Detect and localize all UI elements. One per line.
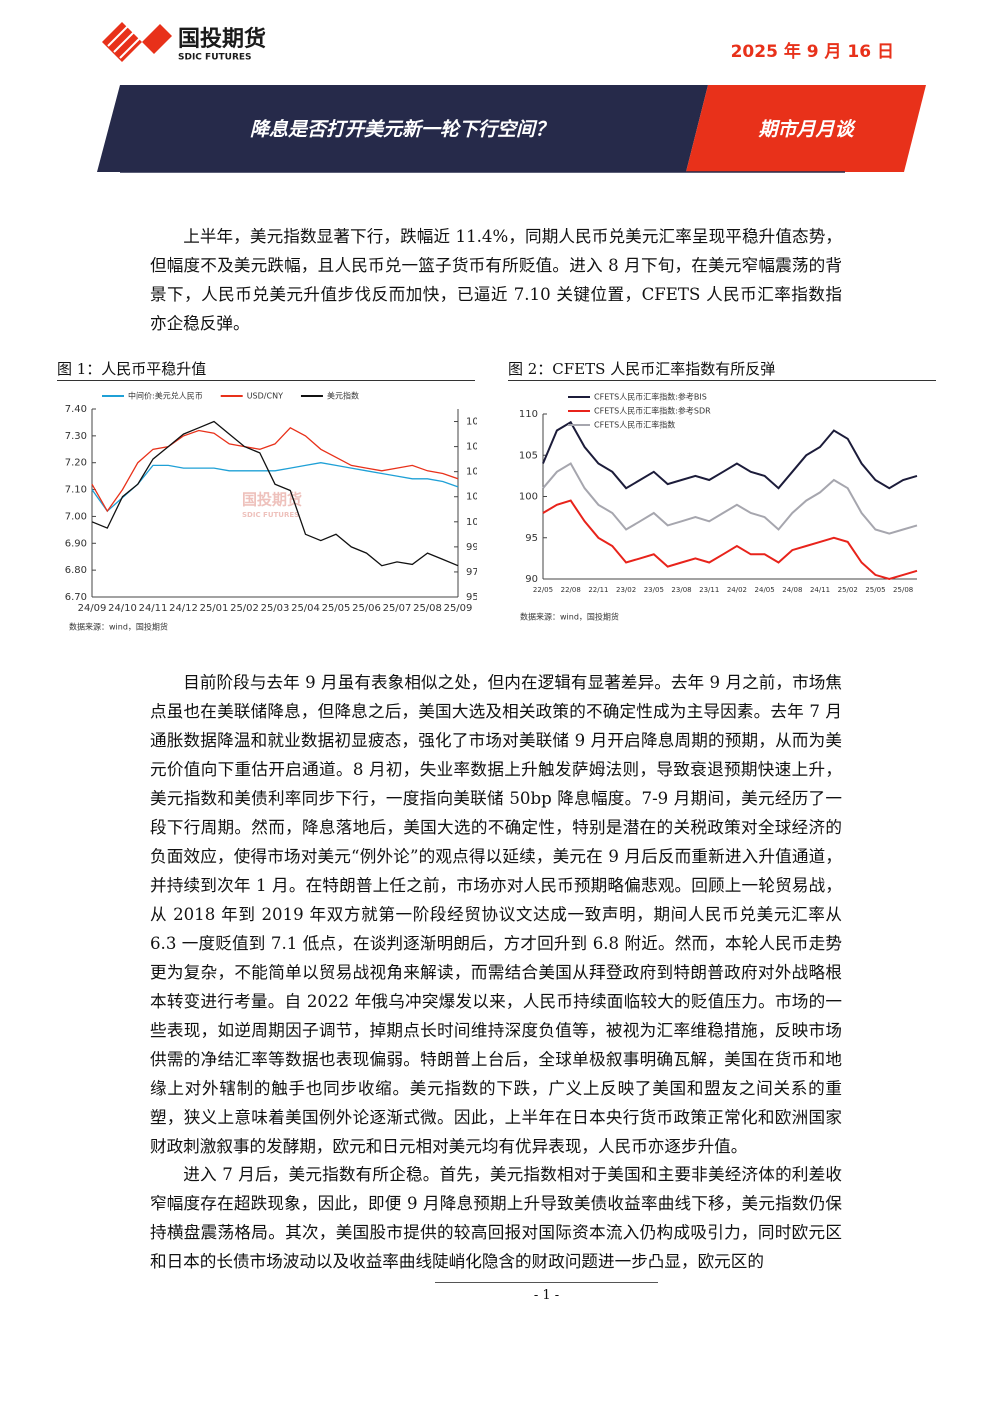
x-tick-label: 25/07 xyxy=(383,603,412,614)
x-tick-label: 22/08 xyxy=(561,586,581,594)
x-tick-label: 23/02 xyxy=(616,586,636,594)
x-tick-label: 25/06 xyxy=(352,603,381,614)
report-date: 2025 年 9 月 16 日 xyxy=(731,41,894,62)
x-tick-label: 25/02 xyxy=(230,603,259,614)
y2-tick-label: 105 xyxy=(466,467,477,478)
column-name: 期市月月谈 xyxy=(757,119,856,141)
legend-label: USD/CNY xyxy=(247,392,283,401)
x-tick-label: 22/05 xyxy=(533,586,553,594)
y2-tick-label: 101 xyxy=(466,517,477,528)
x-tick-label: 24/11 xyxy=(139,603,168,614)
x-tick-label: 25/05 xyxy=(865,586,885,594)
x-tick-label: 25/04 xyxy=(291,603,320,614)
source-note: 数据来源：wind，国投期货 xyxy=(69,622,168,632)
title-banner xyxy=(97,85,708,172)
legend-label: 美元指数 xyxy=(327,391,359,401)
legend-label: 中间价:美元兑人民币 xyxy=(128,391,203,401)
y-tick-label: 6.80 xyxy=(65,565,87,576)
line-series xyxy=(542,462,918,535)
y-tick-label: 7.40 xyxy=(65,404,87,415)
page-number: - 1 - xyxy=(533,1288,560,1303)
paragraph: 进入 7 月后，美元指数有所企稳。首先，美元指数相对于美国和主要非美经济体的利差… xyxy=(150,1165,842,1271)
y-tick-label: 7.20 xyxy=(65,458,87,469)
x-tick-label: 25/01 xyxy=(200,603,229,614)
x-tick-label: 24/11 xyxy=(810,586,830,594)
y-tick-label: 90 xyxy=(525,574,538,585)
y2-tick-label: 95 xyxy=(466,592,477,603)
y2-tick-label: 109 xyxy=(466,417,477,428)
x-tick-label: 23/11 xyxy=(699,586,719,594)
chart: 6.70 6.80 6.90 7.00 7.10 7.20 7.30 7.40 95 97 99 10… xyxy=(65,391,477,632)
y2-tick-label: 103 xyxy=(466,492,477,503)
y-tick-label: 7.30 xyxy=(65,431,87,442)
y2-tick-label: 99 xyxy=(466,542,477,553)
line-series xyxy=(542,420,918,490)
source-note: 数据来源：wind，国投期货 xyxy=(520,612,619,622)
header: 国投期货 SDIC FUTURES 2025 年 9 月 16 日 降息是否打开… xyxy=(97,22,926,173)
y-tick-label: 100 xyxy=(519,492,538,503)
x-tick-label: 24/08 xyxy=(782,586,802,594)
watermark: SDIC FUTURES xyxy=(242,511,299,519)
line-series xyxy=(91,426,459,513)
x-tick-label: 22/11 xyxy=(588,586,608,594)
paragraph: 目前阶段与去年 9 月虽有表象相似之处，但内在逻辑有显著差异。去年 9 月之前，… xyxy=(150,673,842,1156)
x-tick-label: 24/10 xyxy=(108,603,137,614)
footer-rule xyxy=(435,1282,658,1283)
line-series xyxy=(91,420,459,567)
y-tick-label: 105 xyxy=(519,450,538,461)
logo-mark xyxy=(102,22,172,62)
y-tick-label: 7.10 xyxy=(65,485,87,496)
x-tick-label: 25/02 xyxy=(838,586,858,594)
x-tick-label: 25/08 xyxy=(413,603,442,614)
x-tick-label: 25/03 xyxy=(261,603,290,614)
line-series xyxy=(91,462,459,513)
x-tick-label: 24/05 xyxy=(755,586,775,594)
y-tick-label: 7.00 xyxy=(65,511,87,522)
x-tick-label: 25/08 xyxy=(893,586,913,594)
y-tick-label: 110 xyxy=(519,409,538,420)
logo-text: 国投期货 xyxy=(178,26,266,52)
caption-rule xyxy=(57,380,475,381)
report-title: 降息是否打开美元新一轮下行空间？ xyxy=(250,119,554,141)
y-tick-label: 95 xyxy=(525,533,538,544)
y-tick-label: 6.70 xyxy=(65,592,87,603)
x-tick-label: 24/02 xyxy=(727,586,747,594)
line-series xyxy=(542,499,918,581)
logo-text-en: SDIC FUTURES xyxy=(178,53,252,63)
legend-label: CFETS人民币汇率指数 xyxy=(594,420,675,430)
x-tick-label: 25/05 xyxy=(322,603,351,614)
x-tick-label: 25/09 xyxy=(444,603,473,614)
x-tick-label: 24/12 xyxy=(169,603,198,614)
x-tick-label: 24/09 xyxy=(78,603,107,614)
legend-label: CFETS人民币汇率指数:参考BIS xyxy=(594,392,707,402)
figure-caption: 图 2：CFETS 人民币汇率指数有所反弹 xyxy=(508,360,776,378)
x-tick-label: 23/05 xyxy=(644,586,664,594)
figure-caption: 图 1：人民币平稳升值 xyxy=(57,360,207,378)
watermark: 国投期货 xyxy=(242,491,302,509)
y-tick-label: 6.90 xyxy=(65,538,87,549)
y2-tick-label: 97 xyxy=(466,567,477,578)
paragraph: 上半年，美元指数显著下行，跌幅近 11.4%，同期人民币兑美元汇率呈现平稳升值态… xyxy=(150,227,842,333)
x-tick-label: 23/08 xyxy=(671,586,691,594)
legend-label: CFETS人民币汇率指数:参考SDR xyxy=(594,406,711,416)
caption-rule xyxy=(508,380,936,381)
chart: 90 95 100 105 110 22/05 22/08 22/11 23/02 23/05 23… xyxy=(519,392,918,622)
column-banner xyxy=(686,85,926,172)
y2-tick-label: 107 xyxy=(466,442,477,453)
